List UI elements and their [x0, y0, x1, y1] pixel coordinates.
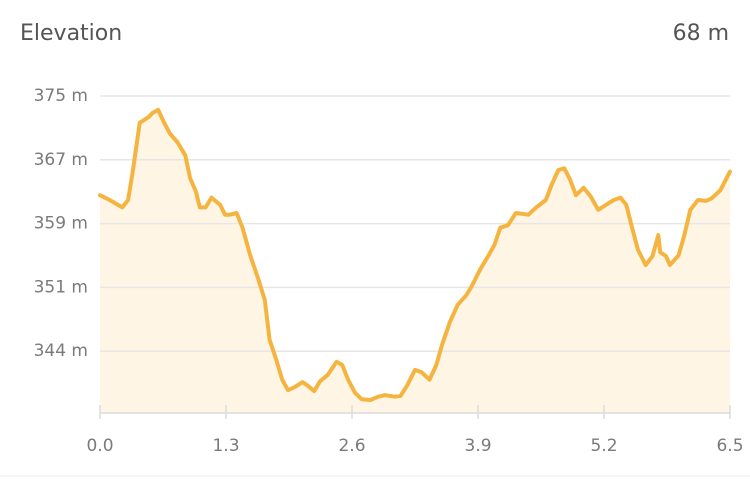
- area: [100, 109, 730, 414]
- chart-title: Elevation: [20, 21, 122, 46]
- x-tick-label: 2.6: [338, 436, 365, 456]
- y-tick-label: 367 m: [34, 150, 88, 170]
- y-tick-label: 375 m: [34, 86, 88, 106]
- y-tick-label: 359 m: [34, 214, 88, 234]
- y-tick-label: 351 m: [34, 277, 88, 297]
- x-tick-label: 3.9: [464, 436, 491, 456]
- line: [98, 107, 732, 402]
- x-tick-label: 5.2: [590, 436, 617, 456]
- x-tick-label: 6.5: [716, 436, 743, 456]
- x-tick-label: 1.3: [212, 436, 239, 456]
- x-tick-label: 0.0: [86, 436, 113, 456]
- summary: 68 m: [673, 21, 729, 46]
- y-tick-label: 344 m: [34, 341, 88, 361]
